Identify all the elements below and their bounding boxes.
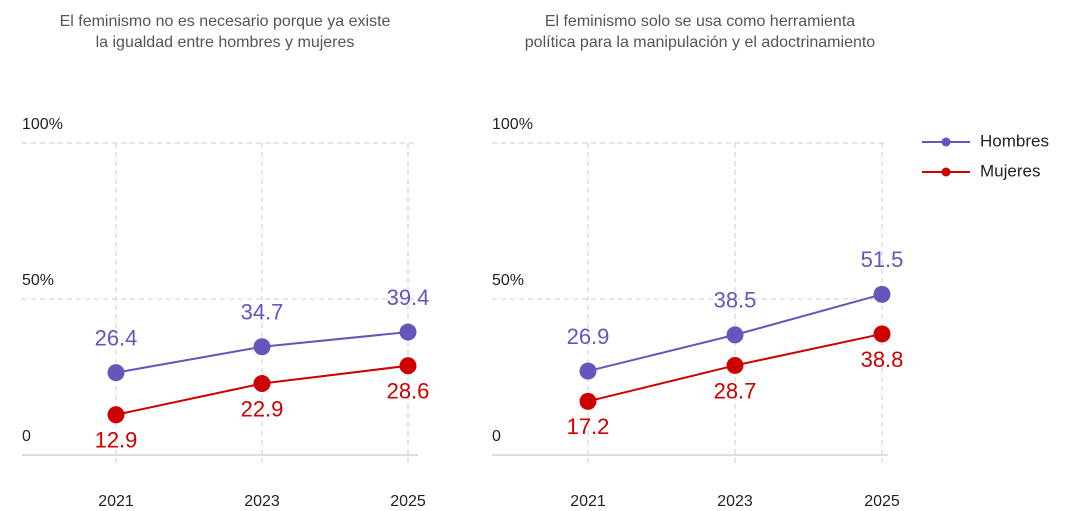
y-tick-label: 100% [22, 116, 63, 133]
data-point [579, 362, 597, 380]
data-label: 38.8 [861, 347, 904, 372]
x-tick-label: 2025 [864, 493, 900, 510]
legend-marker [941, 167, 951, 177]
data-label: 22.9 [241, 396, 284, 421]
chart-title: la igualdad entre hombres y mujeres [96, 34, 355, 51]
data-label: 17.2 [567, 414, 610, 439]
x-tick-label: 2025 [390, 493, 426, 510]
legend-marker [941, 137, 951, 147]
data-point [399, 323, 417, 341]
chart-title: política para la manipulación y el adoct… [525, 34, 876, 51]
x-tick-label: 2023 [244, 493, 280, 510]
data-label: 26.4 [95, 325, 138, 350]
x-tick-label: 2021 [570, 493, 606, 510]
x-tick-label: 2023 [717, 493, 753, 510]
data-label: 12.9 [95, 428, 138, 453]
data-label: 26.9 [567, 324, 610, 349]
y-tick-label: 0 [22, 428, 31, 445]
data-label: 39.4 [387, 285, 430, 310]
y-tick-label: 50% [22, 272, 54, 289]
y-tick-label: 0 [492, 428, 501, 445]
data-label: 51.5 [861, 247, 904, 272]
x-tick-label: 2021 [98, 493, 134, 510]
data-point [253, 338, 271, 356]
data-point [253, 375, 271, 393]
y-tick-label: 100% [492, 116, 533, 133]
chart-title: El feminismo no es necesario porque ya e… [60, 13, 391, 30]
data-point [579, 392, 597, 410]
data-point [107, 406, 125, 424]
data-label: 28.7 [714, 378, 757, 403]
data-point [873, 285, 891, 303]
legend-label: Hombres [980, 131, 1049, 150]
data-label: 34.7 [241, 300, 284, 325]
data-point [107, 364, 125, 382]
data-point [726, 326, 744, 344]
data-point [399, 357, 417, 375]
data-point [726, 356, 744, 374]
data-point [873, 325, 891, 343]
y-tick-label: 50% [492, 272, 524, 289]
legend-label: Mujeres [980, 161, 1040, 180]
chart-title: El feminismo solo se usa como herramient… [545, 13, 855, 30]
data-label: 38.5 [714, 288, 757, 313]
data-label: 28.6 [387, 379, 430, 404]
